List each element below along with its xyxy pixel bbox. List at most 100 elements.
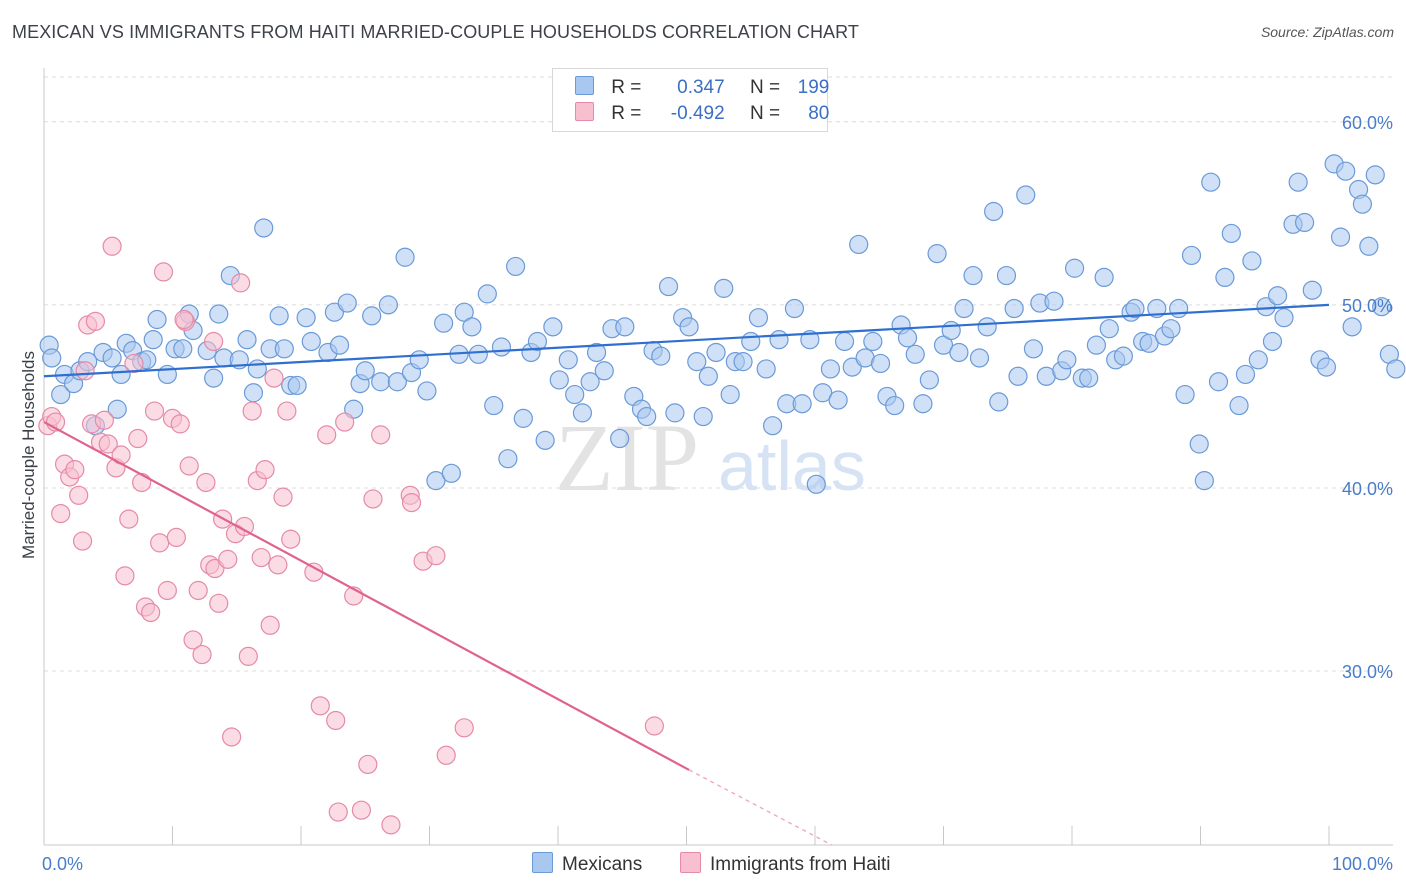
point-mexicans bbox=[913, 394, 933, 414]
point-haiti bbox=[204, 331, 224, 352]
point-mexicans bbox=[870, 353, 891, 374]
point-mexicans bbox=[535, 430, 555, 450]
point-mexicans bbox=[409, 350, 429, 370]
point-haiti bbox=[153, 262, 174, 282]
point-mexicans bbox=[274, 339, 294, 359]
point-mexicans bbox=[484, 395, 504, 416]
point-mexicans bbox=[1175, 384, 1195, 405]
point-haiti bbox=[209, 593, 229, 613]
point-haiti bbox=[436, 745, 456, 765]
point-mexicans bbox=[658, 276, 679, 297]
point-mexicans bbox=[1023, 339, 1044, 359]
point-mexicans bbox=[1294, 212, 1315, 233]
point-mexicans bbox=[395, 247, 415, 267]
gridlines bbox=[44, 76, 1393, 672]
point-mexicans bbox=[610, 428, 630, 449]
point-mexicans bbox=[329, 335, 350, 355]
point-haiti bbox=[141, 602, 161, 623]
point-mexicans bbox=[849, 234, 869, 255]
point-mexicans bbox=[362, 306, 382, 326]
point-mexicans bbox=[834, 331, 855, 352]
point-mexicans bbox=[1288, 172, 1308, 192]
point-haiti bbox=[150, 533, 170, 553]
source-credit: Source: ZipAtlas.com bbox=[1260, 24, 1394, 40]
point-mexicans bbox=[927, 244, 947, 264]
point-mexicans bbox=[863, 331, 883, 352]
point-haiti bbox=[179, 456, 199, 476]
point-haiti bbox=[75, 361, 95, 381]
point-haiti bbox=[222, 727, 242, 747]
trend-line-haiti-extension bbox=[688, 769, 833, 846]
point-mexicans bbox=[572, 403, 593, 423]
legend-label-haiti: Immigrants from Haiti bbox=[710, 854, 891, 875]
legend-item-haiti[interactable]: Immigrants from Haiti bbox=[680, 852, 891, 876]
point-mexicans bbox=[885, 395, 905, 416]
point-haiti bbox=[363, 489, 383, 509]
point-mexicans bbox=[1242, 251, 1262, 271]
point-mexicans bbox=[963, 265, 983, 286]
point-mexicans bbox=[1262, 331, 1283, 352]
point-mexicans bbox=[1057, 350, 1077, 370]
point-mexicans bbox=[468, 344, 488, 364]
point-haiti bbox=[218, 549, 238, 569]
point-haiti bbox=[196, 472, 216, 493]
legend-item-mexicans[interactable]: Mexicans bbox=[532, 852, 642, 876]
point-mexicans bbox=[1248, 350, 1268, 370]
point-mexicans bbox=[441, 463, 461, 483]
point-mexicans bbox=[720, 384, 740, 405]
point-mexicans bbox=[269, 306, 289, 326]
point-haiti bbox=[157, 580, 177, 601]
point-mexicans bbox=[1215, 267, 1235, 288]
point-mexicans bbox=[527, 331, 548, 352]
point-mexicans bbox=[204, 368, 224, 388]
point-mexicans bbox=[1094, 267, 1114, 288]
point-mexicans bbox=[733, 352, 753, 372]
legend-r-label-1: R = bbox=[611, 77, 642, 98]
point-mexicans bbox=[337, 293, 357, 313]
point-mexicans bbox=[558, 350, 578, 370]
point-mexicans bbox=[714, 278, 734, 298]
point-mexicans bbox=[813, 383, 833, 403]
point-mexicans bbox=[513, 408, 533, 428]
point-haiti bbox=[326, 710, 346, 731]
watermark-atlas: atlas bbox=[718, 427, 866, 505]
point-mexicans bbox=[51, 384, 71, 405]
point-mexicans bbox=[498, 449, 518, 469]
point-mexicans bbox=[1079, 368, 1099, 388]
legend-swatch-haiti bbox=[680, 852, 701, 873]
point-mexicans bbox=[301, 331, 321, 352]
point-mexicans bbox=[665, 403, 685, 423]
point-haiti bbox=[69, 485, 89, 505]
y-axis-label: Married-couple Households bbox=[19, 351, 38, 559]
axes bbox=[43, 68, 1393, 846]
legend-n-value-1: 199 bbox=[797, 77, 830, 98]
point-haiti bbox=[65, 460, 85, 480]
point-mexicans bbox=[897, 328, 918, 348]
point-mexicans bbox=[1194, 471, 1214, 491]
point-mexicans bbox=[505, 256, 526, 277]
point-haiti bbox=[102, 236, 122, 256]
point-haiti bbox=[231, 273, 251, 293]
point-mexicans bbox=[107, 399, 127, 419]
point-mexicans bbox=[1208, 372, 1229, 392]
point-mexicans bbox=[434, 313, 454, 333]
point-mexicans bbox=[769, 330, 789, 350]
point-mexicans bbox=[941, 320, 961, 341]
point-haiti bbox=[328, 802, 348, 822]
point-mexicans bbox=[1086, 335, 1107, 355]
point-mexicans bbox=[800, 330, 820, 350]
point-mexicans bbox=[387, 372, 407, 392]
point-mexicans bbox=[687, 352, 707, 372]
legend-swatch-blue bbox=[575, 76, 594, 95]
point-mexicans bbox=[237, 330, 257, 350]
point-mexicans bbox=[919, 370, 939, 390]
point-mexicans bbox=[1352, 194, 1373, 214]
point-mexicans bbox=[426, 471, 446, 491]
point-mexicans bbox=[1302, 280, 1322, 300]
point-haiti bbox=[170, 414, 190, 434]
point-mexicans bbox=[549, 370, 569, 390]
legend-r-label-2: R = bbox=[611, 103, 642, 124]
legend-n-label-1: N = bbox=[749, 77, 781, 98]
point-haiti bbox=[251, 547, 271, 568]
